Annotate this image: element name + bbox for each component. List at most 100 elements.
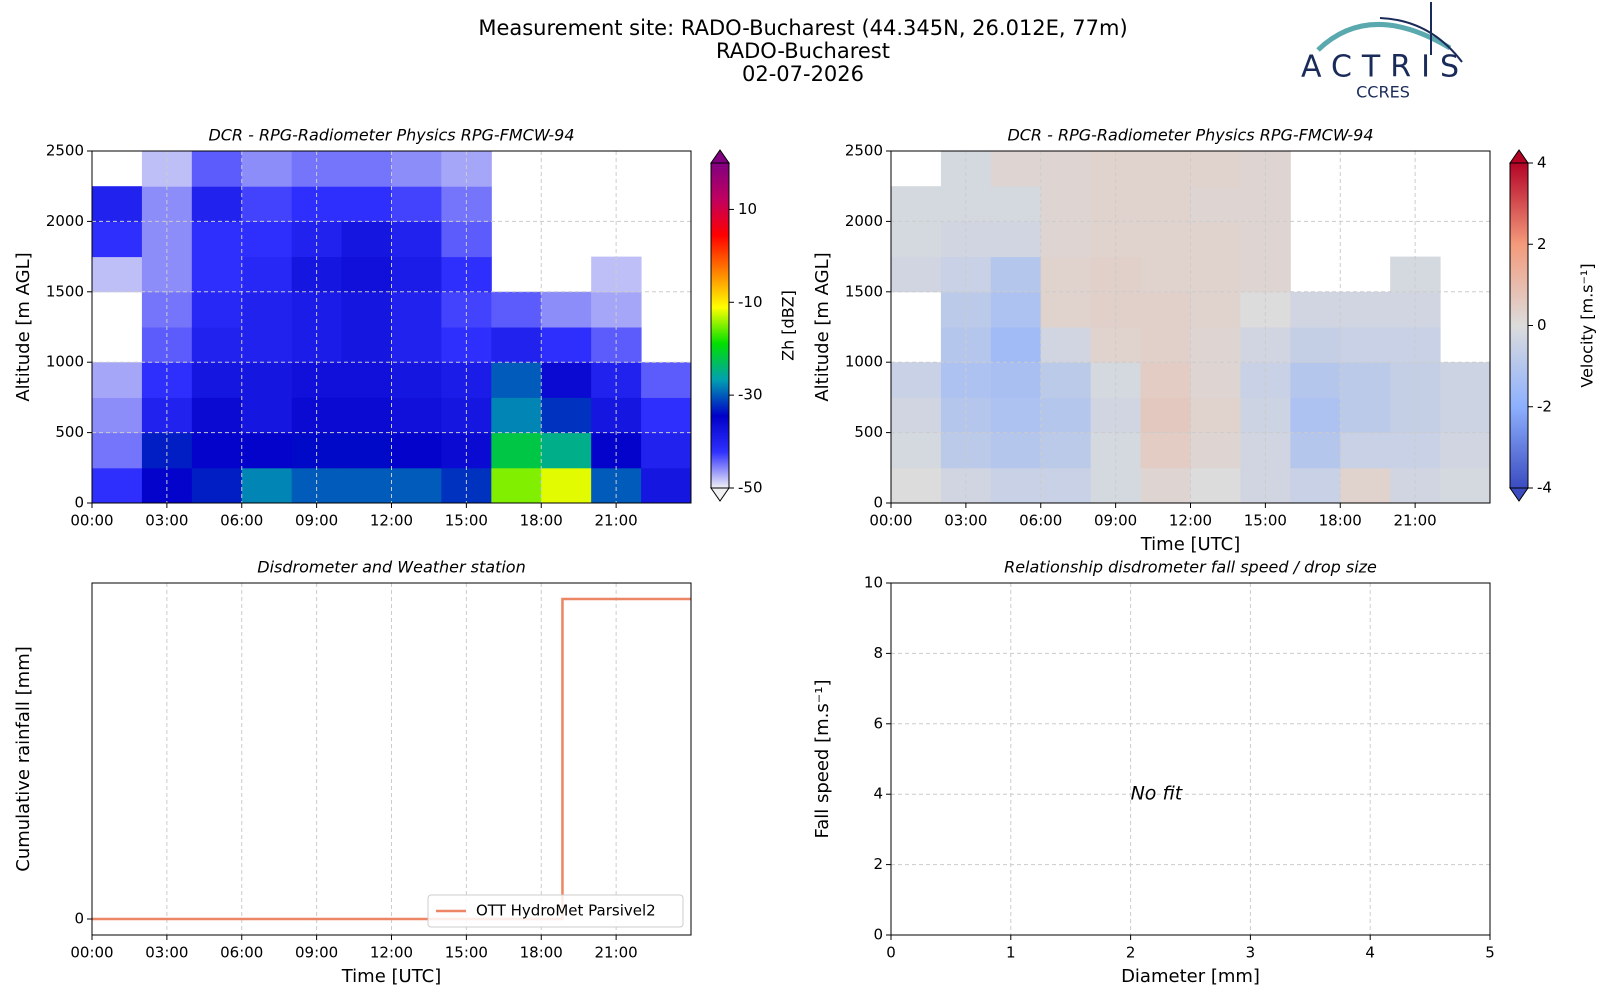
axes-title: Relationship disdrometer fall speed / dr… xyxy=(1004,558,1377,577)
heatmap-cell xyxy=(1140,151,1191,187)
y-tick-label: 6 xyxy=(873,714,883,732)
heatmap-cell xyxy=(891,221,942,258)
x-tick-label: 21:00 xyxy=(595,944,638,962)
heatmap-cell xyxy=(1140,397,1191,434)
x-axis-label: Time [UTC] xyxy=(1140,534,1241,555)
y-tick-label: 0 xyxy=(873,494,883,512)
suptitle: RADO-Bucharest xyxy=(716,39,890,63)
heatmap-cell xyxy=(341,256,392,293)
x-axis-label: Time [UTC] xyxy=(341,966,442,987)
colorbar-label: Velocity [m.s⁻¹] xyxy=(1578,263,1597,387)
heatmap-cell xyxy=(1040,291,1092,328)
heatmap-cell xyxy=(541,327,592,363)
axes-frame xyxy=(890,150,1491,504)
heatmap-cell xyxy=(391,151,442,187)
heatmap-cell xyxy=(1040,186,1092,222)
heatmap-cell xyxy=(92,256,143,293)
y-tick-label: 1000 xyxy=(845,353,883,371)
heatmap-cell xyxy=(1440,362,1491,398)
colorbar-extend xyxy=(1509,487,1529,502)
heatmap-cell xyxy=(891,432,942,469)
heatmap-cell xyxy=(1140,362,1191,398)
heatmap-cell xyxy=(391,221,442,258)
heatmap-cell xyxy=(1140,467,1191,504)
colorbar-tick-label: -10 xyxy=(738,293,763,311)
colorbar-body xyxy=(711,163,729,488)
legend: OTT HydroMet Parsivel2 xyxy=(427,894,684,928)
heatmap-cell xyxy=(241,362,293,398)
heatmap-cell xyxy=(1340,362,1391,398)
heatmap-cell xyxy=(641,362,692,398)
x-tick-label: 06:00 xyxy=(220,944,263,962)
colorbar-frame xyxy=(710,162,730,489)
heatmap-cell xyxy=(241,151,293,187)
axes-frame xyxy=(890,582,1491,936)
heatmap-cell xyxy=(1140,432,1191,469)
heatmap-cell xyxy=(391,327,442,363)
heatmap-cell xyxy=(92,186,143,222)
heatmap-cell xyxy=(990,362,1042,398)
heatmap-cell xyxy=(341,467,392,504)
x-tick-label: 4 xyxy=(1365,944,1375,962)
x-tick-label: 3 xyxy=(1246,944,1256,962)
heatmap-cell xyxy=(191,291,243,328)
axes-title: DCR - RPG-Radiometer Physics RPG-FMCW-94 xyxy=(1007,126,1373,145)
axes-frame xyxy=(91,582,692,936)
logo-text: ACTRIS xyxy=(1301,50,1469,85)
suptitle: Measurement site: RADO-Bucharest (44.345… xyxy=(478,16,1127,40)
heatmap-cell xyxy=(990,432,1042,469)
heatmap-cell xyxy=(341,291,392,328)
heatmap-cell xyxy=(891,256,942,293)
axes-title: Disdrometer and Weather station xyxy=(257,558,525,577)
heatmap-cell xyxy=(541,397,592,434)
y-axis-label: Cumulative rainfall [mm] xyxy=(13,646,34,872)
axes: Disdrometer and Weather station 00:00 03:0… xyxy=(13,558,692,987)
y-tick-label: 2 xyxy=(873,855,883,873)
heatmap-cell xyxy=(191,362,243,398)
heatmap-cell xyxy=(990,186,1042,222)
y-tick-label: 500 xyxy=(854,423,883,441)
heatmap-cell xyxy=(1040,256,1092,293)
heatmap-cell xyxy=(341,151,392,187)
heatmap-cell xyxy=(1190,397,1241,434)
heatmap-cell xyxy=(1190,256,1241,293)
heatmap-cell xyxy=(891,186,942,222)
heatmap-cell xyxy=(990,151,1042,187)
x-tick-label: 18:00 xyxy=(1319,512,1362,530)
heatmap-cell xyxy=(391,291,442,328)
y-tick-label: 2000 xyxy=(845,212,883,230)
heatmap-cell xyxy=(1290,432,1341,469)
axes: Relationship disdrometer fall speed / dr… xyxy=(812,558,1495,988)
heatmap-cell xyxy=(1040,151,1092,187)
x-tick-label: 06:00 xyxy=(220,512,263,530)
y-tick-label: 0 xyxy=(873,926,883,944)
y-tick-label: 0 xyxy=(74,494,84,512)
heatmap-cell xyxy=(491,291,542,328)
x-tick-label: 18:00 xyxy=(520,512,563,530)
heatmap-cell xyxy=(990,327,1042,363)
heatmap-cell xyxy=(1140,186,1191,222)
heatmap-cell xyxy=(990,291,1042,328)
logo: ACTRIS CCRES xyxy=(1301,2,1469,102)
y-tick-label: 1500 xyxy=(845,282,883,300)
heatmap-cell xyxy=(341,362,392,398)
y-axis-label: Fall speed [m.s⁻¹] xyxy=(812,680,833,839)
colorbar-label: Zh [dBZ] xyxy=(779,290,798,361)
heatmap-cell xyxy=(1040,397,1092,434)
axes: DCR - RPG-Radiometer Physics RPG-FMCW-94… xyxy=(812,126,1597,556)
heatmap-cell xyxy=(391,362,442,398)
heatmap-cell xyxy=(191,467,243,504)
x-tick-label: 1 xyxy=(1006,944,1016,962)
heatmap-cell xyxy=(641,432,692,469)
heatmap-cell xyxy=(491,467,542,504)
heatmap-cell xyxy=(391,256,442,293)
heatmap-cell xyxy=(341,432,392,469)
heatmap-cell xyxy=(541,432,592,469)
colorbar-tick-label: -50 xyxy=(738,479,763,497)
axes-title: DCR - RPG-Radiometer Physics RPG-FMCW-94 xyxy=(208,126,574,145)
colorbar-body xyxy=(1510,163,1528,488)
x-tick-label: 5 xyxy=(1485,944,1495,962)
x-tick-label: 03:00 xyxy=(145,944,188,962)
heatmap-cell xyxy=(541,291,592,328)
heatmap-cell xyxy=(990,256,1042,293)
